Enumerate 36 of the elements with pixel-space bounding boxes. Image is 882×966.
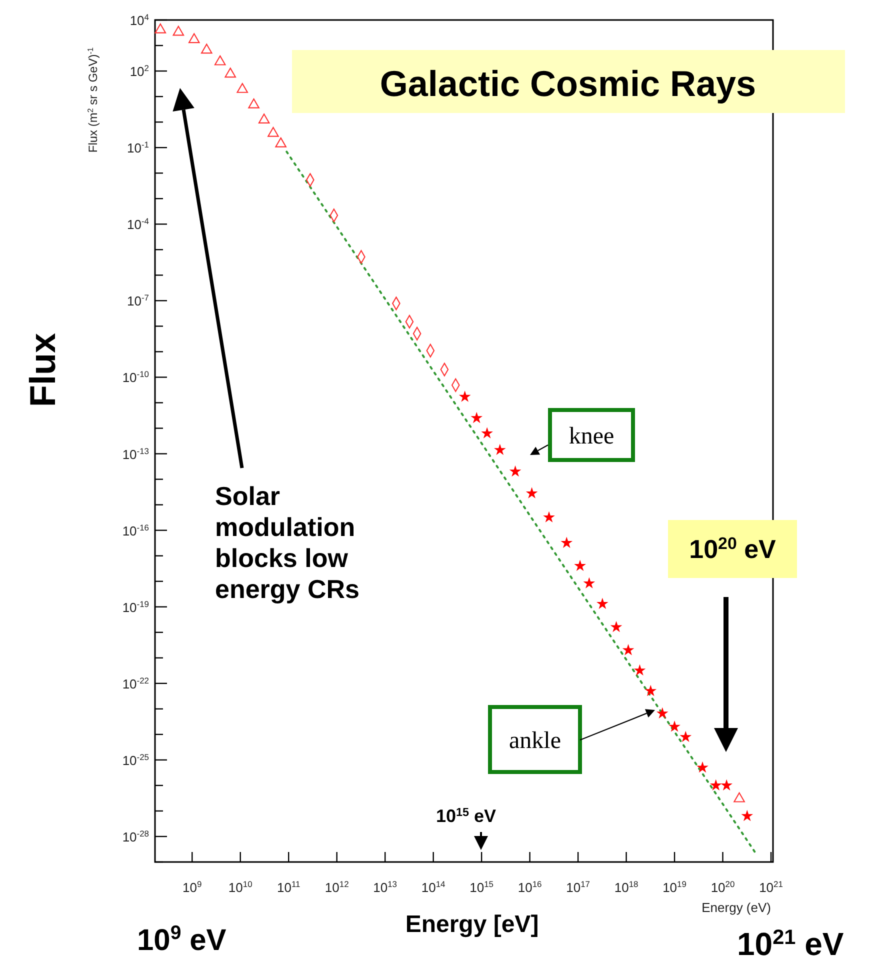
y-tick-label: 10$^{-16}$ xyxy=(122,522,150,538)
annotation: knee xyxy=(568,423,614,450)
y-tick-label: 10$^{-22}$ xyxy=(122,675,150,692)
x-tick-label: 10$^{21}$ xyxy=(759,879,784,895)
x-tick-label: 10$^{14}$ xyxy=(421,879,446,895)
text: Flux xyxy=(22,332,63,408)
annotation: Solar modulation blocks low energy CRs xyxy=(215,481,360,604)
text: Galactic Cosmic Rays xyxy=(380,63,756,104)
x-tick-label: 10$^{15}$ xyxy=(470,879,494,895)
x-tick-label: 10$^{16}$ xyxy=(518,879,542,895)
y-tick-label: 10$^{2}$ xyxy=(130,63,150,80)
annotation: 10$^{20}$ eV xyxy=(689,534,777,564)
text: 10$^{21}$ eV xyxy=(737,926,844,962)
y-tick-label: 10$^{-10}$ xyxy=(122,369,150,386)
y-tick-label: 10$^{-19}$ xyxy=(122,598,150,615)
y-tick-label: 10$^{-7}$ xyxy=(127,292,150,309)
annotation: 10$^{15}$ eV xyxy=(436,806,496,826)
x-tick-label: 10$^{19}$ xyxy=(662,879,687,895)
x-tick-label: 10$^{11}$ xyxy=(276,879,301,895)
x-tick-label: 10$^{10}$ xyxy=(228,879,253,895)
y-tick-label: 10$^{-13}$ xyxy=(122,446,150,462)
y-tick-label: 10$^{-4}$ xyxy=(127,216,150,232)
x-tick-label: 10$^{18}$ xyxy=(614,879,639,895)
text: Energy [eV] xyxy=(405,911,539,938)
x-tick-label: 10$^{9}$ xyxy=(182,879,202,895)
y-tick-label: 10$^{4}$ xyxy=(130,12,150,28)
x-tick-label: 10$^{13}$ xyxy=(373,879,398,895)
x-axis-title: Energy (eV) xyxy=(702,900,771,915)
y-tick-label: 10$^{-25}$ xyxy=(122,752,150,768)
x-tick-label: 10$^{17}$ xyxy=(566,879,590,895)
y-tick-label: 10$^{-1}$ xyxy=(127,140,150,156)
x-tick-label: 10$^{20}$ xyxy=(710,879,735,895)
y-tick-label: 10$^{-28}$ xyxy=(122,828,150,844)
x-tick-label: 10$^{12}$ xyxy=(324,879,350,895)
annotation: ankle xyxy=(509,728,561,754)
text: 10$^{9}$ eV xyxy=(137,922,226,957)
